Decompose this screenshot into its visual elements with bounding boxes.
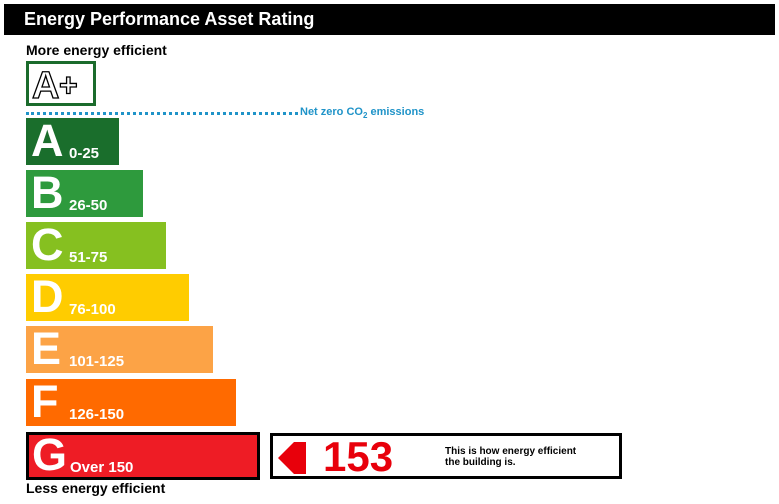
page-title: Energy Performance Asset Rating [4, 4, 775, 35]
band-a: A 0-25 [26, 115, 119, 166]
band-e: E 101-125 [26, 323, 213, 374]
rating-arrow-body [294, 442, 306, 474]
rating-description: This is how energy efficient the buildin… [445, 446, 615, 468]
net-zero-label: Net zero CO2 emissions [300, 106, 425, 121]
band-letter: D [31, 271, 64, 322]
svg-text:+: + [59, 67, 78, 103]
building-rating-indicator: 153 This is how energy efficient the bui… [270, 433, 622, 480]
band-range: 76-100 [69, 301, 116, 318]
band-range: 126-150 [69, 406, 125, 423]
band-range: 0-25 [69, 145, 100, 162]
band-letter: C [31, 219, 64, 270]
aplus-rating-band: A + [26, 61, 96, 106]
net-zero-dotted-line [26, 112, 298, 115]
band-letter: G [32, 429, 68, 480]
more-efficient-label: More energy efficient [26, 42, 167, 58]
band-d: D 76-100 [26, 271, 189, 322]
band-c: C 51-75 [26, 219, 166, 270]
band-g: G Over 150 [26, 429, 260, 480]
svg-text:A: A [32, 65, 59, 103]
band-range: 101-125 [69, 353, 125, 370]
band-letter: B [31, 167, 64, 218]
rating-description-line1: This is how energy efficient [445, 446, 577, 457]
band-letter: F [31, 376, 59, 427]
band-letter: E [31, 323, 62, 374]
band-range: Over 150 [70, 459, 134, 476]
band-range: 26-50 [69, 197, 108, 214]
band-f: F 126-150 [26, 376, 236, 427]
band-letter: A [31, 115, 64, 166]
band-b: B 26-50 [26, 167, 143, 218]
rating-arrow-icon [278, 442, 294, 474]
less-efficient-label: Less energy efficient [26, 480, 166, 496]
rating-description-line2: the building is. [445, 457, 516, 468]
band-range: 51-75 [69, 249, 108, 266]
aplus-label-graphic: A + [31, 64, 78, 103]
rating-value: 153 [323, 433, 394, 480]
